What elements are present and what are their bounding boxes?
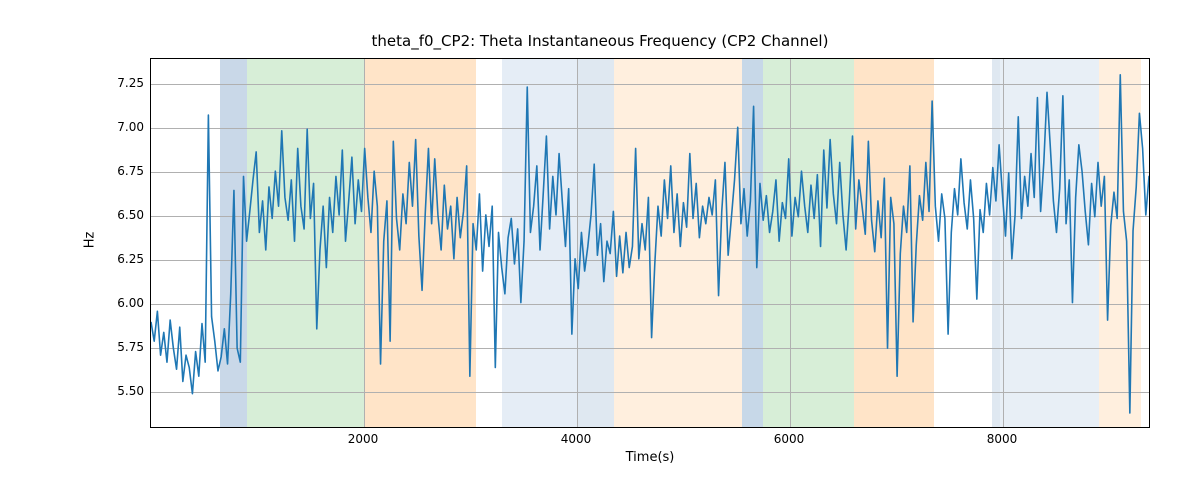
y-tick-label: 5.75	[117, 340, 144, 354]
series-line	[151, 75, 1149, 413]
x-tick-label: 8000	[987, 432, 1018, 446]
y-tick-label: 6.00	[117, 296, 144, 310]
y-tick-label: 6.25	[117, 252, 144, 266]
x-axis-label: Time(s)	[626, 450, 675, 465]
x-tick-label: 4000	[561, 432, 592, 446]
y-tick-label: 6.75	[117, 164, 144, 178]
y-axis-label: Hz	[83, 232, 98, 249]
chart-title: theta_f0_CP2: Theta Instantaneous Freque…	[0, 32, 1200, 50]
plot-area	[150, 58, 1150, 428]
x-tick-label: 6000	[774, 432, 805, 446]
y-tick-label: 5.50	[117, 384, 144, 398]
y-tick-label: 7.25	[117, 76, 144, 90]
x-tick-label: 2000	[348, 432, 379, 446]
y-tick-label: 7.00	[117, 120, 144, 134]
timeseries-line	[151, 59, 1149, 427]
figure: theta_f0_CP2: Theta Instantaneous Freque…	[0, 0, 1200, 500]
y-tick-label: 6.50	[117, 208, 144, 222]
